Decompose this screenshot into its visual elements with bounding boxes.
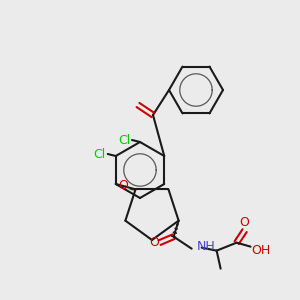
Polygon shape bbox=[129, 188, 136, 191]
Text: O: O bbox=[150, 236, 160, 249]
Text: NH: NH bbox=[196, 240, 215, 253]
Text: Cl: Cl bbox=[94, 148, 106, 160]
Text: O: O bbox=[119, 179, 129, 192]
Text: O: O bbox=[240, 216, 250, 229]
Text: Cl: Cl bbox=[118, 134, 130, 146]
Text: OH: OH bbox=[251, 244, 270, 257]
